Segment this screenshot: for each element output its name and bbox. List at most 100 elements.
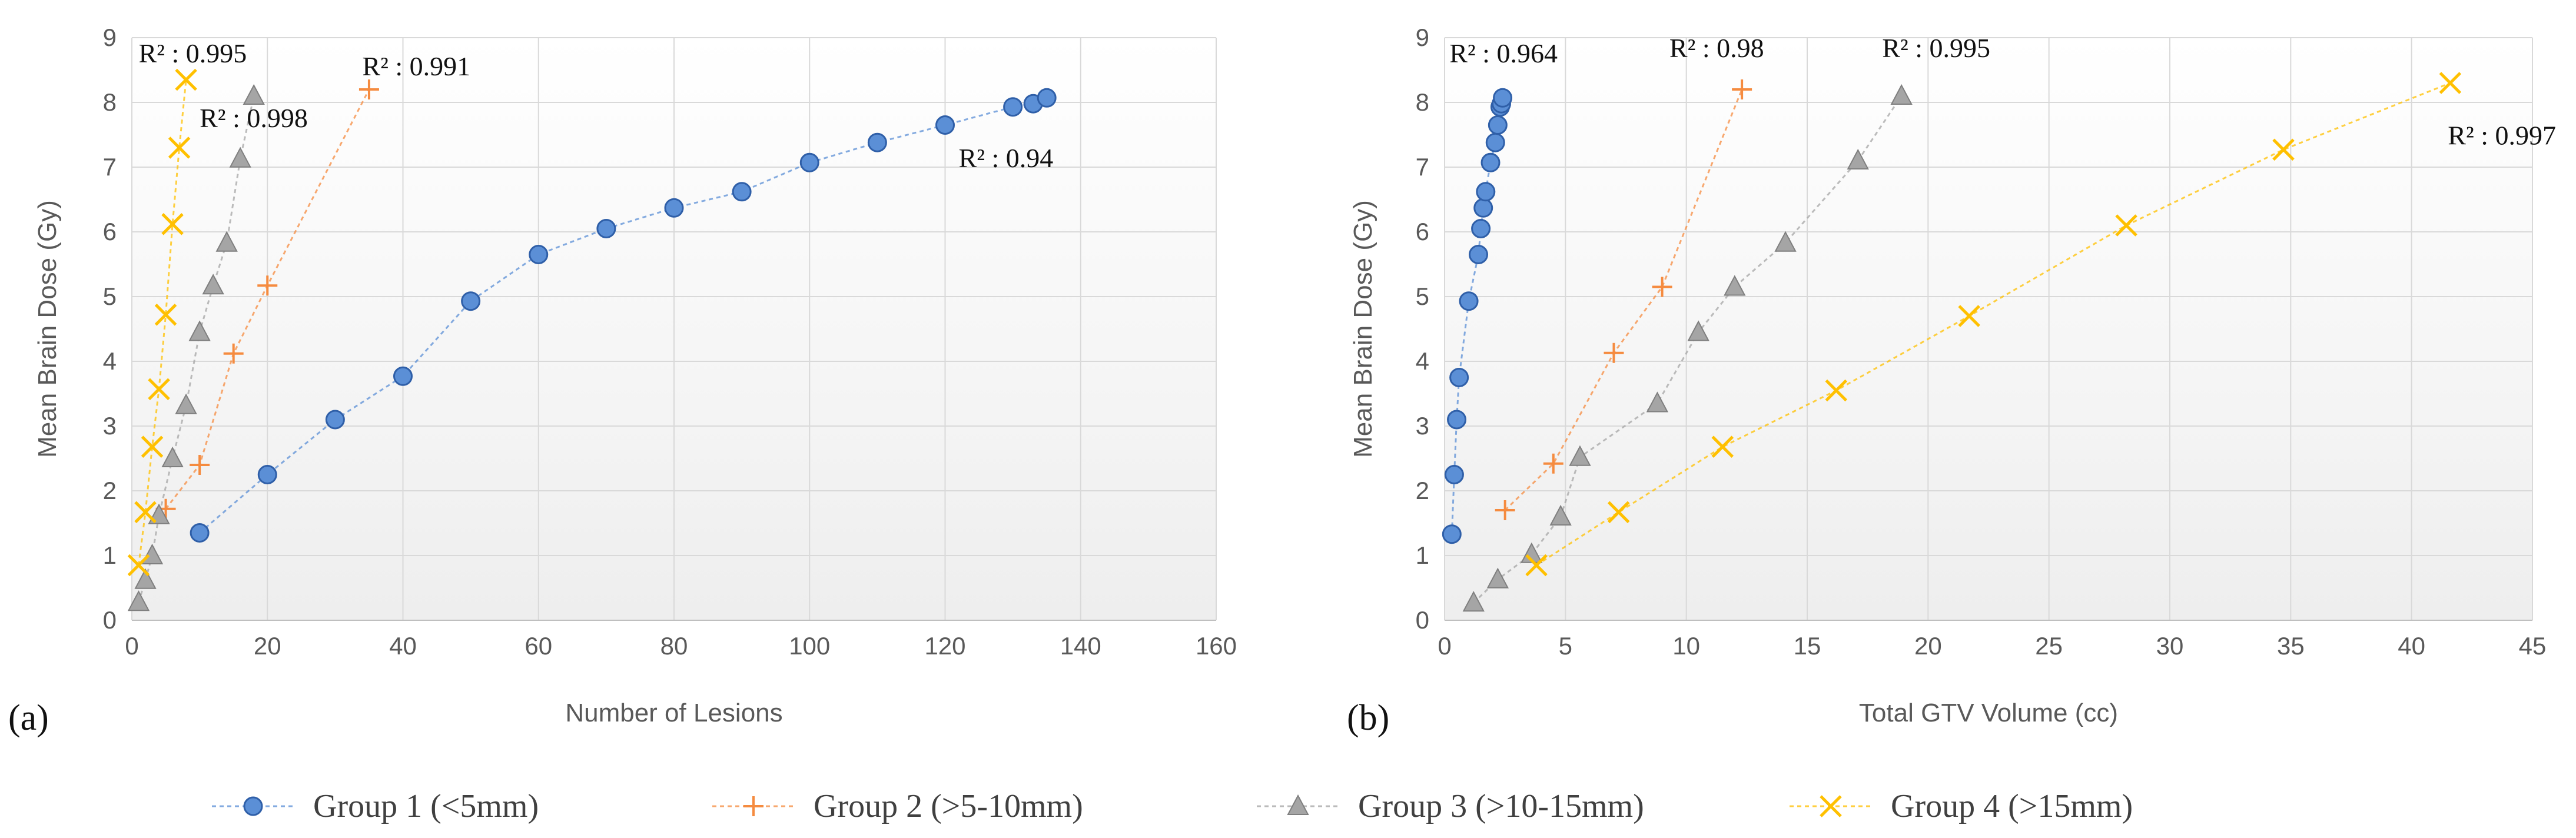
y-axis-title: Mean Brain Dose (Gy)	[33, 200, 62, 458]
data-point-group4	[2115, 214, 2137, 237]
data-point-group3	[1569, 445, 1591, 466]
data-point-group3	[1462, 591, 1485, 612]
x-tick-label: 60	[525, 632, 552, 660]
data-point-group1	[1485, 132, 1505, 152]
x-tick-label: 45	[2519, 632, 2547, 660]
data-point-group4	[1607, 501, 1630, 524]
data-point-group3	[1890, 84, 1913, 105]
data-point-group3	[134, 568, 157, 589]
y-tick-label: 8	[1416, 88, 1429, 116]
plot-area	[1445, 38, 2532, 620]
data-point-group1	[799, 152, 819, 172]
legend-label-group2: Group 2 (>5-10mm)	[814, 788, 1083, 824]
data-point-group4	[2272, 138, 2295, 161]
y-tick-label: 7	[103, 153, 117, 181]
data-point-group2	[1495, 500, 1515, 520]
data-point-group3	[141, 543, 164, 564]
chart-panel-a: 0 1 2 3 4 5 6 7 8 9 0 20 40 60 80 100 120 140 160 Number of…	[8, 24, 1237, 738]
data-point-group2	[257, 275, 278, 296]
x-tick-label: 40	[389, 632, 417, 660]
data-point-group1	[1442, 524, 1462, 544]
data-point-group3	[1486, 567, 1509, 588]
data-point-group1	[867, 132, 887, 152]
panel-label: (a)	[8, 698, 49, 738]
data-point-group1	[1459, 291, 1479, 311]
y-tick-label: 5	[103, 282, 117, 310]
data-point-group3	[1774, 231, 1797, 252]
data-point-group4	[148, 378, 170, 401]
data-point-group3	[161, 446, 184, 467]
y-tick-label: 9	[1416, 24, 1429, 51]
legend-label-group1: Group 1 (<5mm)	[313, 788, 539, 824]
data-point-group4	[1711, 435, 1734, 458]
data-point-group2	[1604, 342, 1624, 363]
data-point-group3	[175, 393, 197, 414]
data-point-group2	[1652, 277, 1672, 297]
r2-annotation: R² : 0.98	[1669, 33, 1764, 63]
data-point-group3	[243, 84, 265, 105]
data-point-group1	[257, 465, 277, 484]
data-point-group1	[393, 366, 413, 386]
data-point-group1	[1488, 115, 1508, 135]
x-axis-title: Number of Lesions	[565, 699, 782, 727]
data-point-group3	[1847, 148, 1869, 169]
data-point-group2	[1732, 79, 1752, 99]
r2-annotation: R² : 0.995	[139, 38, 247, 68]
data-point-group3	[127, 590, 150, 611]
r2-annotation: R² : 0.998	[200, 103, 308, 133]
data-point-group1	[1473, 198, 1493, 218]
r2-annotation: R² : 0.94	[959, 143, 1054, 173]
data-point-group1	[664, 198, 684, 218]
x-tick-label: 25	[2035, 632, 2063, 660]
legend-marker-group1	[243, 796, 263, 816]
x-tick-label: 120	[924, 632, 965, 660]
x-tick-label: 10	[1672, 632, 1700, 660]
data-point-group2	[190, 455, 210, 475]
y-tick-label: 4	[103, 347, 117, 375]
data-point-group3	[1724, 275, 1746, 296]
data-point-group4	[127, 554, 150, 577]
data-point-group1	[732, 182, 752, 202]
data-point-group3	[188, 320, 211, 341]
y-tick-label: 0	[103, 606, 117, 634]
data-point-group1	[190, 523, 210, 543]
x-tick-label: 30	[2156, 632, 2184, 660]
data-point-group3	[1687, 320, 1709, 341]
data-point-group1	[325, 410, 345, 430]
x-tick-label: 15	[1794, 632, 1821, 660]
data-point-group1	[1471, 219, 1491, 238]
series-line-group3	[1473, 95, 1903, 604]
x-tick-label: 100	[789, 632, 830, 660]
data-point-group1	[461, 291, 481, 311]
data-point-group3	[229, 147, 251, 168]
data-point-group1	[1003, 97, 1023, 117]
y-tick-label: 3	[1416, 412, 1429, 440]
data-point-group4	[154, 304, 177, 326]
x-tick-label: 20	[1914, 632, 1942, 660]
y-tick-label: 3	[103, 412, 117, 440]
data-point-group4	[175, 68, 197, 91]
data-point-group2	[1543, 453, 1563, 474]
data-point-group1	[1493, 88, 1513, 108]
legend-marker-group3	[1287, 794, 1309, 815]
data-point-group3	[202, 274, 224, 295]
x-tick-label: 0	[125, 632, 138, 660]
data-point-group3	[1549, 504, 1572, 526]
x-tick-label: 5	[1559, 632, 1572, 660]
y-tick-label: 6	[1416, 218, 1429, 245]
data-point-group1	[1476, 182, 1496, 202]
r2-annotation: R² : 0.995	[1882, 33, 1990, 63]
r2-annotation: R² : 0.997	[2448, 121, 2556, 151]
x-tick-label: 40	[2398, 632, 2425, 660]
x-tick-label: 80	[660, 632, 688, 660]
data-point-group3	[215, 231, 238, 252]
data-point-group4	[1958, 305, 1980, 327]
y-tick-label: 1	[1416, 541, 1429, 569]
x-tick-label: 140	[1060, 632, 1101, 660]
legend-label-group4: Group 4 (>15mm)	[1891, 788, 2133, 824]
data-point-group2	[223, 343, 244, 364]
data-point-group1	[596, 219, 616, 238]
y-tick-label: 1	[103, 541, 117, 569]
x-axis-title: Total GTV Volume (cc)	[1859, 699, 2118, 727]
data-point-group1	[529, 245, 549, 264]
